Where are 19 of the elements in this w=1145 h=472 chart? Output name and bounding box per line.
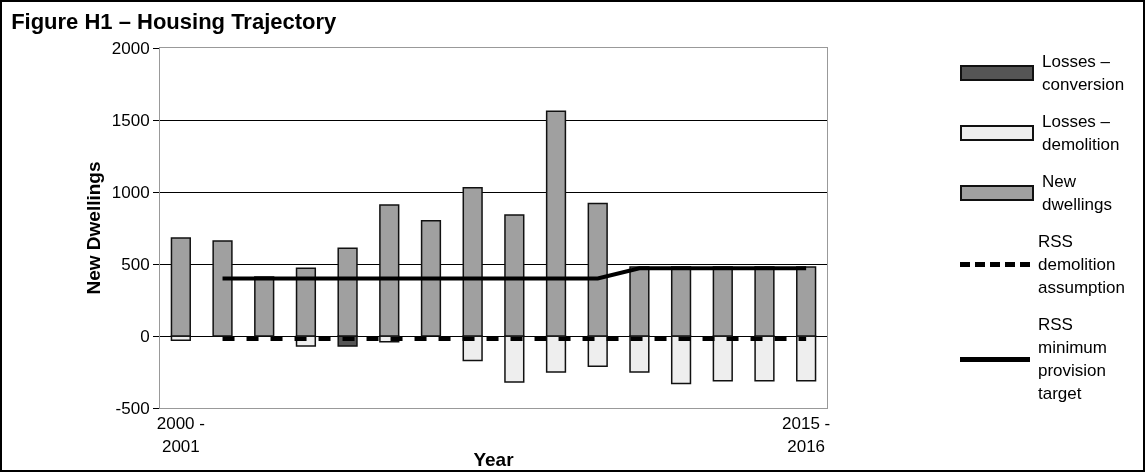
y-axis-title: New Dwellings <box>82 161 104 295</box>
legend-label: New dwellings <box>1042 171 1113 216</box>
bar <box>212 240 233 337</box>
chart-title: Figure H1 – Housing Trajectory <box>11 9 338 35</box>
x-tick-label: 2015 - 2016 <box>782 414 831 456</box>
x-axis-title: Year <box>473 449 515 470</box>
legend-label: Losses – conversion <box>1042 51 1126 96</box>
bar <box>170 237 191 337</box>
legend-label: Losses – demolition <box>1042 111 1121 156</box>
y-tick-label: 0 <box>140 326 150 346</box>
legend-label: RSS demolition assumption <box>1038 231 1126 299</box>
y-tick-label: 500 <box>121 254 150 274</box>
bar <box>420 220 442 337</box>
legend-label: RSS minimum provision target <box>1038 314 1108 405</box>
y-tick-label: 1500 <box>111 110 150 130</box>
y-tick-label: 2000 <box>111 38 150 58</box>
y-tick-label: -500 <box>115 398 150 418</box>
y-tick-label: 1000 <box>111 182 150 202</box>
x-tick-label: 2000 - 2001 <box>156 414 205 456</box>
